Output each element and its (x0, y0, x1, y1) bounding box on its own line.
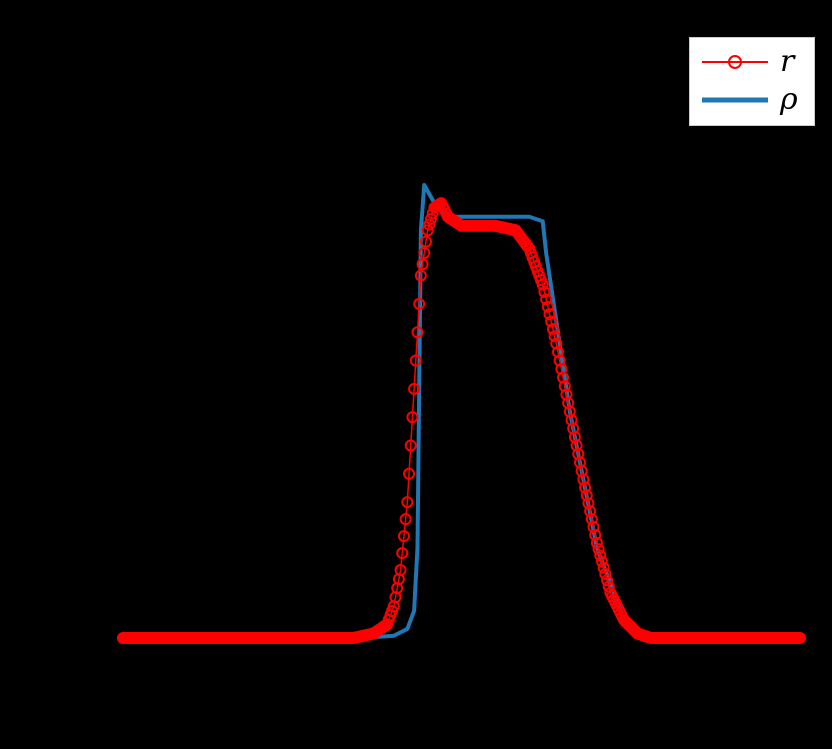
legend-label-rho: ρ (780, 82, 798, 117)
legend-blue-line-icon (702, 97, 768, 103)
legend-red-line-circle-icon (702, 55, 768, 69)
legend-label-r: r (780, 44, 795, 79)
series-r-markers (117, 197, 806, 644)
legend-entry-rho: ρ (690, 80, 814, 120)
series-layer (117, 183, 806, 644)
legend-entry-r: r (690, 42, 814, 82)
legend: r ρ (689, 37, 815, 126)
